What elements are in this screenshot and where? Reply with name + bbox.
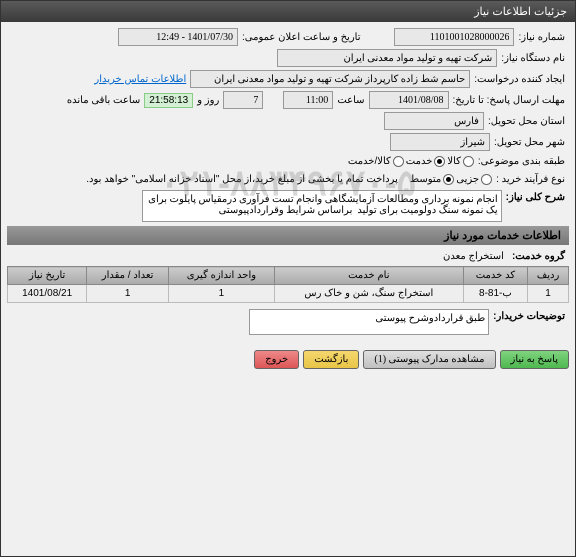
table-row[interactable]: 1 ب-81-8 استخراج سنگ، شن و خاک رس 1 1 14…	[8, 285, 569, 303]
th-code: کد خدمت	[463, 267, 527, 285]
announce-label: تاریخ و ساعت اعلان عمومی:	[238, 30, 365, 45]
need-no-label: شماره نیاز:	[514, 30, 569, 45]
category-radio-group: کالا خدمت کالا/خدمت	[348, 156, 474, 167]
process-radio-group: جزیی متوسط	[410, 174, 492, 185]
remain-label: ساعت باقی مانده	[63, 93, 144, 108]
category-label: طبقه بندی موضوعی:	[474, 154, 569, 169]
radio-motevaset[interactable]: متوسط	[410, 174, 454, 185]
radio-icon	[393, 156, 404, 167]
org-input	[277, 49, 497, 67]
province-label: استان محل تحویل:	[484, 114, 569, 129]
radio-kala-khadamat[interactable]: کالا/خدمت	[348, 156, 404, 167]
buyer-note-textarea[interactable]	[249, 309, 489, 335]
days-input	[223, 91, 263, 109]
radio-kk-label: کالا/خدمت	[348, 156, 391, 167]
footer: پاسخ به نیاز مشاهده مدارک پیوستی (1) باز…	[1, 344, 575, 375]
creator-label: ایجاد کننده درخواست:	[470, 72, 569, 87]
td-date: 1401/08/21	[8, 285, 87, 303]
row-need-no: شماره نیاز: تاریخ و ساعت اعلان عمومی:	[7, 28, 569, 46]
td-unit: 1	[168, 285, 274, 303]
deadline-date	[369, 91, 449, 109]
service-group-val: استخراج معدن	[439, 249, 508, 264]
td-code: ب-81-8	[463, 285, 527, 303]
table-header-row: ردیف کد خدمت نام خدمت واحد اندازه گیری ت…	[8, 267, 569, 285]
row-deadline: مهلت ارسال پاسخ: تا تاریخ: ساعت روز و 21…	[7, 91, 569, 109]
window: جزئیات اطلاعات نیاز شماره نیاز: تاریخ و …	[0, 0, 576, 557]
row-city: شهر محل تحویل:	[7, 133, 569, 151]
attachments-button[interactable]: مشاهده مدارک پیوستی (1)	[363, 350, 495, 369]
city-input	[390, 133, 490, 151]
row-org: نام دستگاه نیاز:	[7, 49, 569, 67]
radio-motevaset-label: متوسط	[410, 174, 441, 185]
pay-note: پرداخت تمام یا بخشی از مبلغ خرید،از محل …	[82, 172, 402, 187]
content: شماره نیاز: تاریخ و ساعت اعلان عمومی: نا…	[1, 22, 575, 344]
row-process: نوع فرآیند خرید : جزیی متوسط پرداخت تمام…	[7, 172, 569, 187]
row-desc: شرح کلی نیاز:	[7, 190, 569, 222]
td-qty: 1	[87, 285, 169, 303]
services-header: اطلاعات خدمات مورد نیاز	[7, 226, 569, 245]
buyer-note-label: توضیحات خریدار:	[489, 309, 569, 324]
city-label: شهر محل تحویل:	[490, 135, 569, 150]
td-row: 1	[528, 285, 569, 303]
process-label: نوع فرآیند خرید :	[492, 172, 569, 187]
timer: 21:58:13	[144, 93, 193, 108]
row-creator: ایجاد کننده درخواست: اطلاعات تماس خریدار	[7, 70, 569, 88]
creator-input	[190, 70, 470, 88]
radio-khadamat[interactable]: خدمت	[406, 156, 446, 167]
deadline-time	[283, 91, 333, 109]
respond-button[interactable]: پاسخ به نیاز	[500, 350, 570, 369]
services-table: ردیف کد خدمت نام خدمت واحد اندازه گیری ت…	[7, 266, 569, 303]
contact-link[interactable]: اطلاعات تماس خریدار	[90, 72, 190, 87]
radio-jozi-label: جزیی	[456, 174, 479, 185]
province-input	[384, 112, 484, 130]
window-title: جزئیات اطلاعات نیاز	[474, 6, 567, 18]
org-label: نام دستگاه نیاز:	[497, 51, 569, 66]
row-service-group: گروه خدمت: استخراج معدن	[7, 249, 569, 264]
radio-kala[interactable]: کالا	[447, 156, 474, 167]
row-province: استان محل تحویل:	[7, 112, 569, 130]
row-buyer-note: توضیحات خریدار:	[7, 309, 569, 335]
radio-icon	[443, 174, 454, 185]
deadline-label: مهلت ارسال پاسخ: تا تاریخ:	[449, 93, 569, 108]
rooz-label: روز و	[193, 93, 223, 108]
th-date: تاریخ نیاز	[8, 267, 87, 285]
th-unit: واحد اندازه گیری	[168, 267, 274, 285]
radio-icon	[434, 156, 445, 167]
saat-label: ساعت	[333, 93, 368, 108]
radio-kala-label: کالا	[447, 156, 461, 167]
th-row: ردیف	[528, 267, 569, 285]
back-button[interactable]: بازگشت	[303, 350, 359, 369]
th-qty: تعداد / مقدار	[87, 267, 169, 285]
titlebar: جزئیات اطلاعات نیاز	[1, 1, 575, 22]
need-no-input	[394, 28, 514, 46]
th-name: نام خدمت	[274, 267, 463, 285]
desc-header: شرح کلی نیاز:	[502, 190, 569, 205]
td-name: استخراج سنگ، شن و خاک رس	[274, 285, 463, 303]
announce-input	[118, 28, 238, 46]
radio-icon	[481, 174, 492, 185]
exit-button[interactable]: خروج	[254, 350, 299, 369]
radio-khadamat-label: خدمت	[406, 156, 433, 167]
service-group-label: گروه خدمت:	[508, 249, 569, 264]
desc-textarea[interactable]	[142, 190, 502, 222]
radio-jozi[interactable]: جزیی	[456, 174, 492, 185]
row-category: طبقه بندی موضوعی: کالا خدمت کالا/خدمت	[7, 154, 569, 169]
radio-icon	[463, 156, 474, 167]
